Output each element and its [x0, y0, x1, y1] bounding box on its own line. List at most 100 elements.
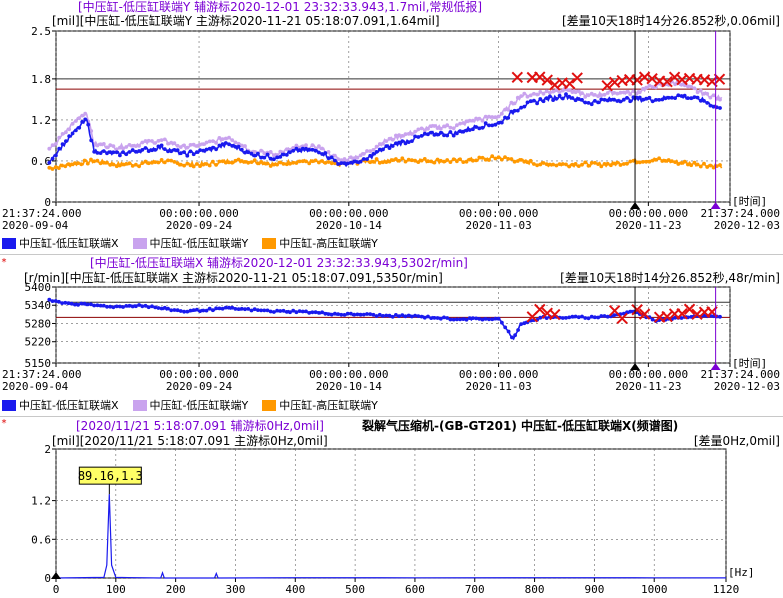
data-point	[146, 149, 151, 154]
data-point	[101, 303, 106, 308]
data-point	[118, 304, 122, 309]
data-point	[560, 88, 565, 93]
data-point	[596, 94, 600, 99]
alarm-mark	[541, 74, 553, 86]
y-tick-label: 5150	[25, 357, 52, 370]
x-tick-date: 2020-12-03	[714, 380, 780, 393]
data-point	[679, 94, 684, 98]
data-point	[159, 306, 164, 311]
data-point	[650, 85, 655, 89]
data-point	[95, 303, 100, 308]
legend-item[interactable]: 中压缸-高压缸联端Y	[262, 397, 378, 413]
legend-item[interactable]: 中压缸-高压缸联端Y	[262, 235, 378, 251]
y-tick-label: 1.2	[31, 114, 51, 127]
data-point	[275, 308, 279, 313]
data-point	[185, 145, 190, 150]
data-point	[448, 160, 453, 165]
data-point	[85, 302, 90, 307]
data-point	[451, 157, 456, 162]
data-point	[654, 98, 658, 102]
data-point	[503, 107, 507, 112]
data-point	[169, 140, 174, 145]
data-point	[458, 121, 462, 126]
data-point	[512, 108, 517, 113]
data-point	[345, 311, 350, 316]
data-point	[535, 92, 539, 97]
data-point	[191, 164, 196, 169]
data-point	[371, 159, 376, 164]
data-point	[445, 316, 450, 320]
data-point	[118, 163, 122, 168]
alarm-mark	[668, 71, 681, 83]
data-point	[137, 144, 142, 148]
data-point	[673, 160, 677, 165]
data-point	[89, 129, 94, 133]
legend-swatch	[262, 237, 277, 249]
data-point	[195, 144, 199, 148]
data-point	[570, 90, 575, 94]
data-point	[641, 86, 645, 91]
data-point	[134, 162, 138, 167]
data-point	[634, 160, 639, 165]
data-point	[77, 125, 82, 130]
data-point	[438, 126, 443, 131]
data-point	[217, 136, 222, 140]
x-axis-unit: [时间]	[732, 195, 767, 208]
data-point	[580, 91, 584, 95]
data-point	[143, 146, 148, 150]
alarm-mark	[661, 75, 673, 88]
data-point	[307, 161, 312, 166]
data-point	[512, 101, 517, 106]
data-point	[374, 150, 379, 154]
data-point	[63, 164, 68, 169]
data-point	[95, 158, 100, 163]
data-point	[339, 158, 344, 163]
data-point	[589, 161, 594, 165]
x-tick-date: 2020-11-03	[465, 380, 531, 393]
data-point	[153, 305, 158, 310]
data-point	[211, 308, 215, 313]
data-point	[268, 156, 273, 161]
spectrum-line	[55, 494, 727, 579]
data-point	[480, 317, 485, 322]
plot-frame	[55, 286, 731, 364]
data-point	[47, 165, 52, 170]
data-point	[615, 99, 620, 103]
data-point	[605, 161, 610, 166]
data-point	[525, 160, 530, 165]
data-point	[178, 151, 183, 156]
data-point	[695, 95, 700, 100]
data-point	[477, 317, 482, 321]
data-point	[230, 305, 235, 310]
legend-item[interactable]: 中压缸-低压缸联端X	[2, 397, 119, 413]
data-point	[105, 160, 109, 165]
data-point	[557, 90, 562, 94]
data-point	[557, 162, 562, 167]
data-point	[53, 165, 58, 170]
data-point	[182, 150, 187, 155]
data-point	[368, 312, 373, 316]
data-point	[272, 310, 276, 314]
data-point	[474, 316, 478, 321]
data-point	[98, 161, 103, 166]
data-point	[438, 158, 443, 163]
data-point	[657, 156, 661, 161]
data-point	[57, 166, 61, 171]
legend-item[interactable]: 中压缸-低压缸联端Y	[132, 397, 248, 413]
legend-item[interactable]: 中压缸-低压缸联端Y	[132, 235, 248, 251]
data-point	[198, 164, 203, 169]
legend-item[interactable]: 中压缸-低压缸联端X	[2, 235, 119, 251]
data-point	[532, 91, 536, 96]
data-point	[416, 160, 421, 165]
data-point	[118, 145, 122, 150]
data-point	[493, 316, 498, 321]
x-tick-date: 2020-10-14	[316, 380, 383, 393]
data-point	[432, 133, 437, 137]
data-point	[175, 308, 180, 313]
x-tick-label: 200	[166, 583, 186, 596]
data-point	[162, 305, 167, 310]
data-point	[80, 113, 85, 118]
data-point	[564, 316, 568, 320]
data-point	[150, 139, 154, 143]
data-point	[612, 161, 616, 166]
